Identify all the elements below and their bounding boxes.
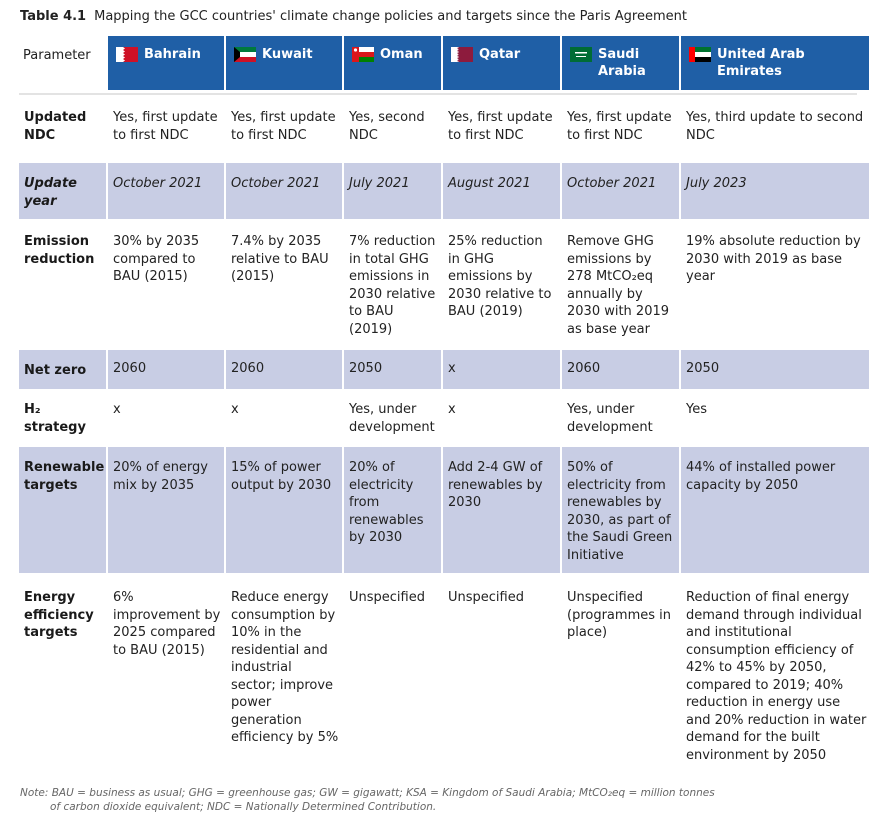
table-cell: 30% by 2035 compared to BAU (2015) (113, 234, 200, 284)
note-line-2: of carbon dioxide equivalent; NDC = Nati… (50, 801, 437, 813)
table-cell: Unspecified (448, 590, 524, 605)
table-cell: Reduce energy consumption by 10% in the … (231, 590, 339, 745)
table-cell: 20% of electricity from renewables by 20… (344, 447, 441, 573)
table-cell: 2060 (562, 350, 679, 389)
table-cell: 20% of energy mix by 2035 (108, 447, 224, 573)
table-cell: 6% improvement by 2025 compared to BAU (… (113, 590, 221, 658)
uae-flag-icon (689, 47, 711, 62)
table-cell: Yes, first update to first NDC (113, 110, 218, 143)
table-row: Energy efficiency targets 6% improvement… (19, 575, 866, 771)
header-label: Kuwait (262, 47, 313, 62)
table-cell: Yes, under development (567, 402, 653, 435)
header-oman: Oman (344, 36, 441, 90)
table-cell: x (443, 350, 560, 389)
header-label: Bahrain (144, 47, 201, 62)
note-line-1: Note: BAU = business as usual; GHG = gre… (20, 787, 715, 799)
table-cell: 2050 (344, 350, 441, 389)
header-bahrain: Bahrain (108, 36, 224, 90)
saudi-flag-icon (570, 47, 592, 62)
table-cell: August 2021 (443, 163, 560, 219)
table-cell: x (113, 402, 121, 417)
table-row: Update year October 2021 October 2021 Ju… (19, 163, 869, 219)
policy-table: Parameter Bahrain Kuwait Oman Qatar (19, 36, 869, 771)
table-cell: Unspecified (programmes in place) (567, 590, 671, 640)
table-row: H₂ strategy x x Yes, under development x… (19, 391, 857, 445)
table-header-row: Parameter Bahrain Kuwait Oman Qatar (19, 36, 869, 90)
table-cell: Yes, first update to first NDC (448, 110, 553, 143)
header-label: Saudi Arabia (598, 47, 646, 79)
table-cell: Yes, first update to first NDC (567, 110, 672, 143)
row-param: Emission reduction (19, 221, 106, 348)
table-cell: 7% reduction in total GHG emissions in 2… (349, 234, 436, 337)
table-cell: July 2023 (681, 163, 869, 219)
row-param: Energy efficiency targets (19, 575, 106, 771)
row-param: Updated NDC (19, 97, 106, 161)
table-number: Table 4.1 (20, 9, 87, 24)
table-caption: Table 4.1 Mapping the GCC countries' clim… (20, 9, 687, 24)
kuwait-flag-icon (234, 47, 256, 62)
table-cell: Yes, first update to first NDC (231, 110, 336, 143)
table-cell: 2050 (681, 350, 869, 389)
table-row: Emission reduction 30% by 2035 compared … (19, 221, 861, 348)
table-row: Updated NDC Yes, first update to first N… (19, 97, 863, 161)
qatar-flag-icon (451, 47, 473, 62)
table-cell: Remove GHG emissions by 278 MtCO₂eq annu… (567, 234, 670, 337)
header-label: United Arab Emirates (717, 47, 805, 79)
table-cell: July 2021 (344, 163, 441, 219)
table-cell: x (448, 402, 456, 417)
table-cell: 2060 (226, 350, 342, 389)
table-cell: 2060 (108, 350, 224, 389)
header-separator (19, 93, 857, 95)
header-kuwait: Kuwait (226, 36, 342, 90)
table-cell: Reduction of final energy demand through… (686, 590, 867, 763)
header-saudi-arabia: Saudi Arabia (562, 36, 679, 90)
header-qatar: Qatar (443, 36, 560, 90)
table-row: Renewable targets 20% of energy mix by 2… (19, 447, 869, 573)
table-cell: Yes, third update to second NDC (686, 110, 864, 143)
table-row: Net zero 2060 2060 2050 x 2060 2050 (19, 350, 869, 389)
header-label: Oman (380, 47, 423, 62)
table-cell: October 2021 (562, 163, 679, 219)
table-cell: 50% of electricity from renewables by 20… (562, 447, 679, 573)
row-param: Update year (19, 163, 106, 219)
table-cell: Yes, second NDC (349, 110, 425, 143)
table-cell: Unspecified (349, 590, 425, 605)
parameter-header: Parameter (23, 48, 91, 63)
bahrain-flag-icon (116, 47, 138, 62)
table-cell: 19% absolute reduction by 2030 with 2019… (686, 234, 861, 284)
oman-flag-icon (352, 47, 374, 62)
row-param: Renewable targets (19, 447, 106, 573)
table-cell: October 2021 (108, 163, 224, 219)
table-note: Note: BAU = business as usual; GHG = gre… (20, 786, 780, 814)
table-cell: 25% reduction in GHG emissions by 2030 r… (448, 234, 552, 319)
table-cell: Add 2-4 GW of renewables by 2030 (443, 447, 560, 573)
table-cell: x (231, 402, 239, 417)
table-cell: 7.4% by 2035 relative to BAU (2015) (231, 234, 329, 284)
header-uae: United Arab Emirates (681, 36, 869, 90)
header-label: Qatar (479, 47, 521, 62)
table-cell: Yes (686, 402, 707, 417)
table-title: Mapping the GCC countries' climate chang… (94, 9, 687, 24)
table-cell: Yes, under development (349, 402, 435, 435)
row-param: H₂ strategy (19, 391, 106, 445)
table-cell: 44% of installed power capacity by 2050 (681, 447, 869, 573)
table-cell: 15% of power output by 2030 (226, 447, 342, 573)
row-param: Net zero (19, 350, 106, 389)
table-cell: October 2021 (226, 163, 342, 219)
